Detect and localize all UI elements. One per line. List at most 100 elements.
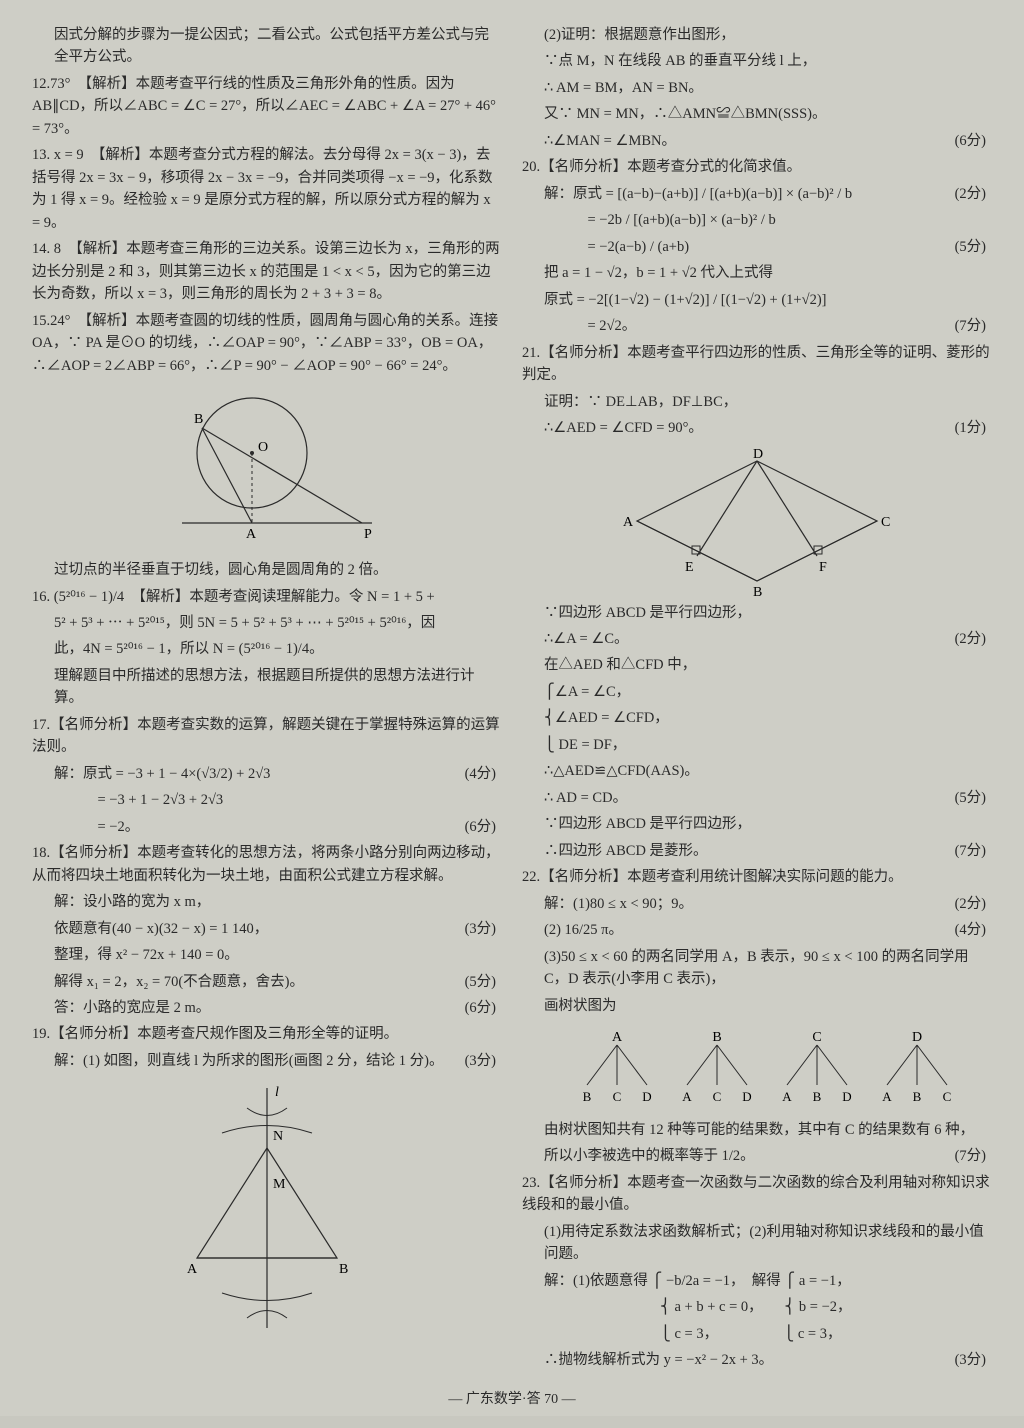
problem-17-a: 17.【名师分析】本题考查实数的运算，解题关键在于掌握特殊运算的运算法则。 (32, 714, 502, 759)
label-A-rh: A (623, 515, 634, 530)
p20g-text: = 2√2。 (544, 318, 636, 334)
p18e-text: 解得 x₁ = 2，x₂ = 70(不合题意，舍去)。 (54, 974, 304, 990)
page-content: 因式分解的步骤为一提公因式；二看公式。公式包括平方差公式与完全平方公式。 12.… (0, 0, 1024, 1416)
problem-20-a: 20.【名师分析】本题考查分式的化简求值。 (522, 156, 992, 178)
p19g-text: ∴∠MAN = ∠MBN。 (544, 133, 676, 149)
label-B-tri: B (339, 1262, 348, 1277)
problem-21-l: ∵四边形 ABCD 是平行四边形， (522, 813, 992, 835)
problem-21-a: 21.【名师分析】本题考查平行四边形的性质、三角形全等的证明、菱形的判定。 (522, 342, 992, 387)
p17d-score: (6分) (465, 816, 502, 838)
problem-16-b: 5² + 5³ + ⋯ + 5²⁰¹⁵，则 5N = 5 + 5² + 5³ +… (32, 612, 502, 634)
label-l: l (275, 1085, 279, 1100)
svg-text:A: A (882, 1089, 892, 1104)
problem-22-g: 所以小李被选中的概率等于 1/2。 (7分) (522, 1145, 992, 1167)
problem-16-d: 理解题目中所描述的思想方法，根据题目所提供的思想方法进行计算。 (32, 665, 502, 710)
problem-23-b: (1)用待定系数法求函数解析式；(2)利用轴对称知识求线段和的最小值问题。 (522, 1221, 992, 1266)
problem-21-f: 在△AED 和△CFD 中， (522, 654, 992, 676)
p21k-score: (5分) (955, 787, 992, 809)
p22c-text: (2) 16/25 π。 (544, 922, 623, 938)
p20d-score: (5分) (955, 236, 992, 258)
label-F-rh: F (819, 560, 827, 575)
svg-text:A: A (682, 1089, 692, 1104)
rhombus-diagram: D A C B E F (522, 446, 992, 596)
label-M: M (273, 1177, 286, 1192)
p21m-text: ∴四边形 ABCD 是菱形。 (544, 843, 708, 859)
problem-21-d: ∵四边形 ABCD 是平行四边形， (522, 602, 992, 624)
svg-text:D: D (742, 1089, 751, 1104)
problem-19-c: (2)证明：根据题意作出图形， (522, 24, 992, 46)
p18c-score: (3分) (465, 918, 502, 940)
problem-18-a: 18.【名师分析】本题考查转化的思想方法，将两条小路分别向两边移动，从而将四块土… (32, 842, 502, 887)
problem-18-f: 答：小路的宽应是 2 m。 (6分) (32, 997, 502, 1019)
problem-13: 13. x = 9 【解析】本题考查分式方程的解法。去分母得 2x = 3(x … (32, 144, 502, 234)
problem-23-c1: 解：(1)依题意得 ⎧ −b/2a = −1， 解得 ⎧ a = −1， (522, 1270, 992, 1292)
problem-22-d: (3)50 ≤ x < 60 的两名同学用 A，B 表示，90 ≤ x < 10… (522, 946, 992, 991)
problem-21-m: ∴四边形 ABCD 是菱形。 (7分) (522, 840, 992, 862)
problem-21-i: ⎩ DE = DF， (522, 734, 992, 756)
problem-21-g: ⎧∠A = ∠C， (522, 681, 992, 703)
circle-diagram: B O A P (32, 383, 502, 553)
label-D-rh: D (753, 447, 763, 462)
problem-17-d: = −2。 (6分) (32, 816, 502, 838)
p22c-score: (4分) (955, 919, 992, 941)
p23d-text: ∴抛物线解析式为 y = −x² − 2x + 3。 (544, 1352, 773, 1368)
svg-text:C: C (713, 1089, 722, 1104)
problem-19-e: ∴ AM = BM，AN = BN。 (522, 77, 992, 99)
p18c-text: 依题意有(40 − x)(32 − x) = 1 140， (54, 921, 268, 937)
svg-text:C: C (613, 1089, 622, 1104)
p21m-score: (7分) (955, 840, 992, 862)
problem-19-a: 19.【名师分析】本题考查尺规作图及三角形全等的证明。 (32, 1023, 502, 1045)
problem-21-j: ∴△AED≌△CFD(AAS)。 (522, 760, 992, 782)
svg-text:A: A (612, 1030, 623, 1045)
problem-19-d: ∵点 M，N 在线段 AB 的垂直平分线 l 上， (522, 50, 992, 72)
p22g-score: (7分) (955, 1145, 992, 1167)
problem-22-b: 解：(1)80 ≤ x < 90；9。 (2分) (522, 893, 992, 915)
problem-20-f: 原式 = −2[(1−√2) − (1+√2)] / [(1−√2) + (1+… (522, 289, 992, 311)
p18f-score: (6分) (465, 997, 502, 1019)
p21e-score: (2分) (955, 628, 992, 650)
p22g-text: 所以小李被选中的概率等于 1/2。 (544, 1148, 755, 1164)
svg-text:B: B (583, 1089, 592, 1104)
p19g-score: (6分) (955, 130, 992, 152)
problem-21-e: ∴∠A = ∠C。 (2分) (522, 628, 992, 650)
left-column: 因式分解的步骤为一提公因式；二看公式。公式包括平方差公式与完全平方公式。 12.… (32, 24, 502, 1404)
problem-21-b: 证明：∵ DE⊥AB，DF⊥BC， (522, 391, 992, 413)
problem-18-c: 依题意有(40 − x)(32 − x) = 1 140， (3分) (32, 918, 502, 940)
problem-21-c: ∴∠AED = ∠CFD = 90°。 (1分) (522, 417, 992, 439)
problem-15-text: 15.24° 【解析】本题考查圆的切线的性质，圆周角与圆心角的关系。连接 OA，… (32, 310, 502, 377)
problem-14: 14. 8 【解析】本题考查三角形的三边关系。设第三边长为 x，三角形的两边长分… (32, 238, 502, 305)
problem-20-e: 把 a = 1 − √2，b = 1 + √2 代入上式得 (522, 262, 992, 284)
p21c-score: (1分) (955, 417, 992, 439)
label-E-rh: E (685, 560, 694, 575)
p21c-text: ∴∠AED = ∠CFD = 90°。 (544, 420, 703, 436)
problem-16-a: 16. (5²⁰¹⁶ − 1)/4 【解析】本题考查阅读理解能力。令 N = 1… (32, 586, 502, 608)
problem-20-g: = 2√2。 (7分) (522, 315, 992, 337)
p23d-score: (3分) (955, 1349, 992, 1371)
triangle-diagram: l N M A B (32, 1078, 502, 1338)
svg-text:D: D (912, 1030, 922, 1045)
problem-23-c2: ⎨ a + b + c = 0， ⎨ b = −2， (522, 1296, 992, 1318)
intro-text: 因式分解的步骤为一提公因式；二看公式。公式包括平方差公式与完全平方公式。 (32, 24, 502, 69)
p20g-score: (7分) (955, 315, 992, 337)
tree-diagram: ABCDBACDCABDDABC (522, 1023, 992, 1113)
p19b-score: (3分) (465, 1050, 502, 1072)
p21e-text: ∴∠A = ∠C。 (544, 631, 629, 647)
problem-12: 12.73° 【解析】本题考查平行线的性质及三角形外角的性质。因为 AB∥CD，… (32, 73, 502, 140)
p18e-score: (5分) (465, 971, 502, 993)
p18f-text: 答：小路的宽应是 2 m。 (54, 1000, 210, 1016)
label-P: P (364, 527, 372, 542)
p17b-text: 解：原式 = −3 + 1 − 4×(√3/2) + 2√3 (54, 766, 270, 782)
problem-18-d: 整理，得 x² − 72x + 140 = 0。 (32, 944, 502, 966)
svg-text:D: D (842, 1089, 851, 1104)
svg-text:B: B (813, 1089, 822, 1104)
p22b-text: 解：(1)80 ≤ x < 90；9。 (544, 896, 693, 912)
problem-20-d: = −2(a−b) / (a+b) (5分) (522, 236, 992, 258)
problem-19-f: 又∵ MN = MN，∴△AMN≌△BMN(SSS)。 (522, 103, 992, 125)
problem-19-b: 解：(1) 如图，则直线 l 为所求的图形(画图 2 分，结论 1 分)。 (3… (32, 1050, 502, 1072)
p17b-score: (4分) (465, 763, 502, 785)
svg-text:B: B (913, 1089, 922, 1104)
problem-20-c: = −2b / [(a+b)(a−b)] × (a−b)² / b (522, 209, 992, 231)
problem-18-e: 解得 x₁ = 2，x₂ = 70(不合题意，舍去)。 (5分) (32, 971, 502, 993)
p21k-text: ∴ AD = CD。 (544, 790, 627, 806)
problem-23-c3: ⎩ c = 3， ⎩ c = 3， (522, 1323, 992, 1345)
